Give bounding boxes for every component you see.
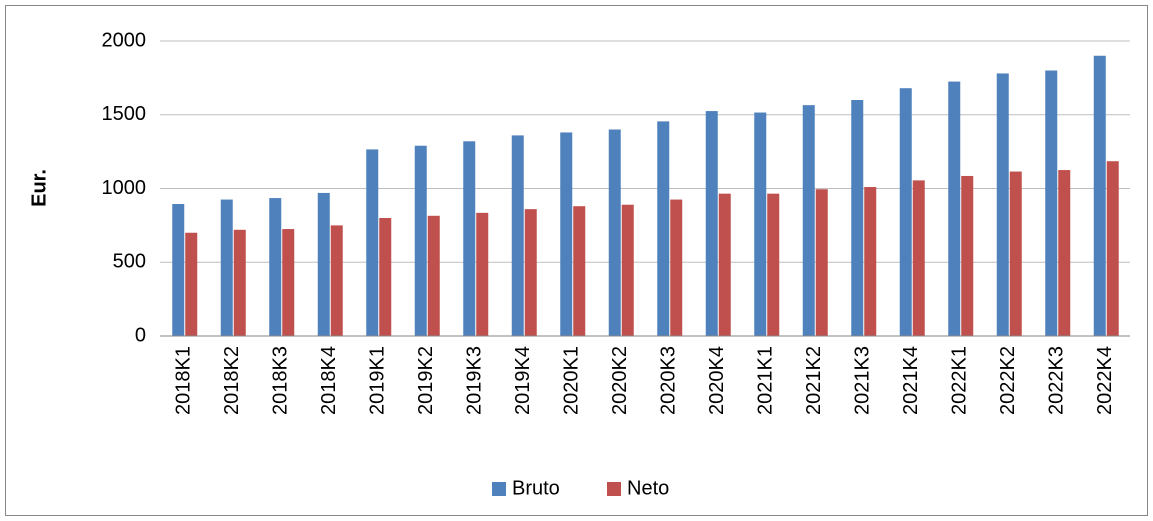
- x-tick-label: 2022K1: [949, 346, 971, 415]
- bar: [1093, 55, 1106, 336]
- x-tick-label: 2021K1: [755, 346, 777, 415]
- legend-label: Neto: [627, 477, 669, 499]
- x-tick-label: 2019K1: [367, 346, 389, 415]
- bar: [282, 229, 295, 336]
- legend-swatch: [492, 482, 506, 496]
- bar: [864, 187, 877, 336]
- y-tick-label: 0: [135, 324, 146, 346]
- bar: [414, 145, 427, 336]
- bar: [330, 225, 343, 336]
- bar: [899, 88, 912, 336]
- x-tick-label: 2022K2: [997, 346, 1019, 415]
- bar: [524, 209, 537, 336]
- bar: [560, 132, 573, 336]
- y-tick-label: 2000: [102, 29, 147, 51]
- bar: [463, 141, 476, 336]
- legend-label: Bruto: [512, 477, 560, 499]
- x-tick-label: 2021K3: [852, 346, 874, 415]
- y-tick-label: 500: [113, 251, 146, 273]
- bar: [379, 218, 392, 336]
- bar: [1045, 70, 1058, 336]
- bar: [220, 199, 233, 336]
- bar: [427, 215, 440, 336]
- y-tick-label: 1500: [102, 103, 147, 125]
- x-tick-label: 2022K4: [1094, 346, 1116, 415]
- bar: [767, 193, 780, 336]
- y-tick-label: 1000: [102, 177, 147, 199]
- bar: [1106, 161, 1119, 336]
- bar: [718, 193, 731, 336]
- bar: [366, 149, 379, 336]
- bar: [317, 192, 330, 336]
- x-tick-label: 2021K4: [900, 346, 922, 415]
- x-tick-label: 2018K4: [318, 346, 340, 415]
- x-tick-label: 2018K1: [173, 346, 195, 415]
- y-axis-label: Eur.: [28, 169, 50, 207]
- bar: [233, 229, 246, 336]
- x-tick-label: 2019K3: [464, 346, 486, 415]
- x-tick-label: 2020K2: [609, 346, 631, 415]
- bar: [511, 135, 524, 336]
- x-tick-label: 2021K2: [803, 346, 825, 415]
- bar: [851, 100, 864, 336]
- bar: [912, 180, 925, 336]
- bar: [996, 73, 1009, 336]
- bar: [961, 175, 974, 336]
- bar: [754, 112, 767, 336]
- bar: [1009, 171, 1022, 336]
- x-tick-label: 2019K2: [415, 346, 437, 415]
- legend-swatch: [607, 482, 621, 496]
- bar: [948, 81, 961, 336]
- bar: [705, 111, 718, 336]
- bar: [476, 212, 489, 336]
- bar: [670, 199, 683, 336]
- x-tick-label: 2020K3: [658, 346, 680, 415]
- x-tick-label: 2018K2: [221, 346, 243, 415]
- x-tick-label: 2020K1: [561, 346, 583, 415]
- bar: [802, 105, 815, 336]
- bar: [1058, 170, 1071, 336]
- bar: [815, 189, 828, 336]
- x-tick-label: 2018K3: [270, 346, 292, 415]
- x-tick-label: 2022K3: [1046, 346, 1068, 415]
- bar: [269, 198, 282, 336]
- bar: [185, 232, 198, 336]
- bar: [657, 121, 670, 336]
- bar: [621, 204, 634, 336]
- x-tick-label: 2019K4: [512, 346, 534, 415]
- bar: [608, 129, 621, 336]
- bar: [573, 206, 586, 336]
- bar: [172, 203, 185, 336]
- x-tick-label: 2020K4: [706, 346, 728, 415]
